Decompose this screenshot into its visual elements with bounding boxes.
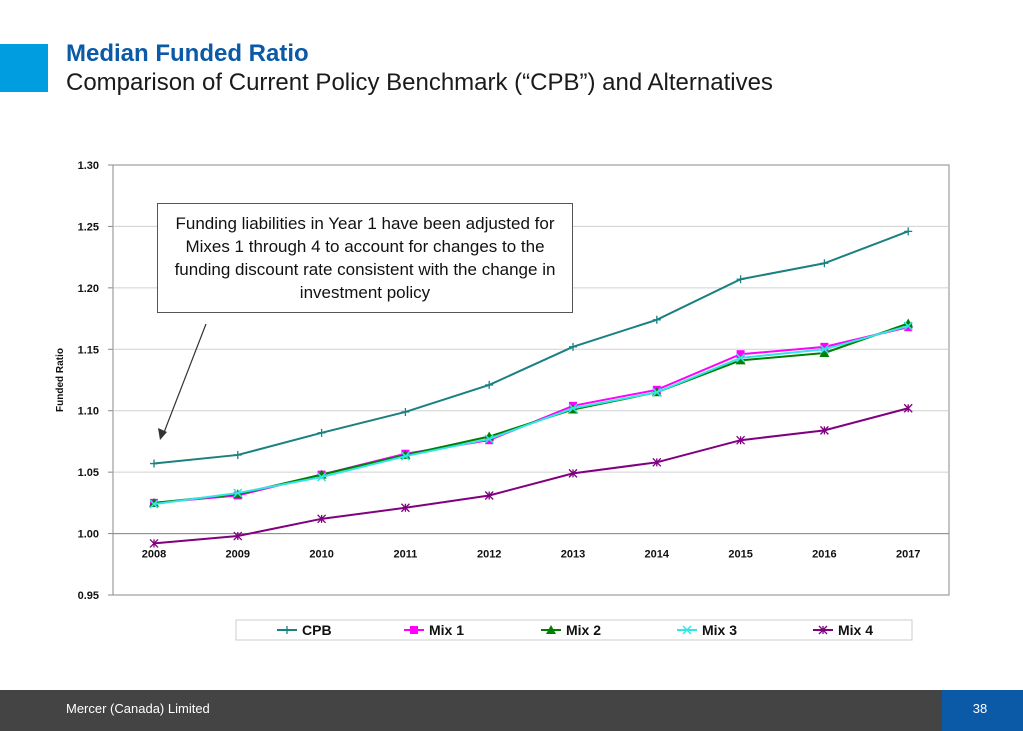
data-point-mix-4: [736, 435, 746, 445]
data-point-cpb: [569, 342, 577, 351]
x-tick-label: 2013: [561, 549, 585, 561]
data-point-cpb: [736, 275, 745, 284]
annotation-arrow: [162, 323, 207, 436]
y-tick-label: 1.25: [78, 221, 99, 233]
data-point-mix-3: [652, 387, 662, 397]
x-tick-label: 2016: [812, 549, 836, 561]
legend-box: [235, 619, 913, 641]
legend-marker-mix-2: [546, 625, 556, 634]
y-tick-label: 1.15: [78, 344, 99, 356]
legend-label-mix-1: Mix 1: [429, 622, 464, 638]
legend-marker-mix-3: [682, 625, 692, 635]
y-tick-label: 1.20: [78, 283, 99, 295]
data-point-mix-3: [149, 499, 159, 509]
data-point-mix-4: [819, 425, 829, 435]
data-point-mix-4: [652, 457, 662, 467]
data-point-mix-1: [736, 350, 745, 359]
annotation-text: Funding liabilities in Year 1 have been …: [174, 214, 556, 302]
data-point-cpb: [652, 315, 661, 324]
data-point-mix-3: [819, 344, 829, 354]
legend-label-mix-2: Mix 2: [566, 622, 601, 638]
data-point-cpb: [401, 407, 410, 416]
page-subtitle: Comparison of Current Policy Benchmark (…: [66, 69, 773, 96]
y-tick-label: 1.30: [78, 160, 99, 172]
x-tick-label: 2010: [309, 549, 333, 561]
data-point-cpb: [904, 227, 913, 236]
data-point-mix-2: [819, 347, 830, 357]
data-point-mix-2: [735, 355, 746, 365]
data-point-mix-1: [820, 342, 829, 351]
footer-company: Mercer (Canada) Limited: [66, 701, 210, 716]
annotation-arrowhead: [158, 428, 167, 440]
data-point-mix-4: [484, 491, 494, 500]
x-tick-label: 2011: [393, 549, 417, 561]
series-line-mix-3: [153, 324, 909, 506]
data-point-mix-4: [317, 514, 327, 524]
data-point-mix-4: [903, 403, 913, 413]
data-point-mix-4: [233, 531, 243, 541]
data-point-mix-4: [568, 468, 578, 478]
accent-square: [0, 44, 48, 92]
data-point-mix-3: [484, 434, 494, 444]
funded-ratio-chart: 1.30 1.25 1.20 1.15 1.10 1.05 1.00 0.95 2008 2009…: [55, 160, 950, 641]
series-line-cpb: [153, 230, 909, 465]
y-tick-label: 1.05: [78, 467, 99, 479]
x-tick-label: 2008: [142, 549, 166, 561]
legend-label-mix-4: Mix 4: [838, 622, 873, 638]
data-point-cpb: [485, 380, 494, 389]
page-number-box: 38: [942, 690, 1023, 731]
data-point-mix-4: [149, 538, 159, 548]
page-title: Median Funded Ratio: [66, 40, 309, 67]
legend-marker-mix-4: [818, 625, 828, 635]
data-point-cpb: [820, 259, 829, 268]
data-point-mix-3: [568, 403, 578, 413]
series-line-mix-4: [153, 407, 909, 545]
data-point-cpb: [317, 428, 326, 437]
data-point-mix-3: [317, 472, 327, 482]
data-point-cpb: [150, 459, 158, 468]
x-tick-label: 2014: [645, 549, 670, 561]
legend-label-mix-3: Mix 3: [702, 622, 737, 638]
data-point-cpb: [233, 450, 242, 459]
legend-marker-cpb: [283, 626, 291, 634]
annotation-box: Funding liabilities in Year 1 have been …: [157, 203, 573, 313]
y-axis-label: Funded Ratio: [55, 348, 66, 412]
data-point-mix-4: [400, 503, 410, 513]
y-tick-label: 0.95: [78, 590, 99, 602]
y-tick-label: 1.00: [78, 529, 99, 541]
data-point-mix-3: [736, 353, 746, 363]
y-tick-label: 1.10: [78, 406, 99, 418]
x-tick-label: 2015: [728, 549, 752, 561]
legend-marker-mix-1: [410, 626, 418, 634]
page-number: 38: [972, 701, 988, 716]
x-tick-label: 2012: [477, 549, 501, 561]
data-point-mix-3: [903, 321, 913, 331]
x-tick-label: 2009: [226, 549, 250, 561]
legend-label-cpb: CPB: [302, 622, 332, 638]
data-point-mix-3: [233, 488, 243, 498]
data-point-mix-2: [903, 318, 914, 328]
data-point-mix-3: [400, 451, 410, 461]
footer-bar: Mercer (Canada) Limited 38: [0, 690, 1023, 731]
x-tick-label: 2017: [896, 549, 920, 561]
